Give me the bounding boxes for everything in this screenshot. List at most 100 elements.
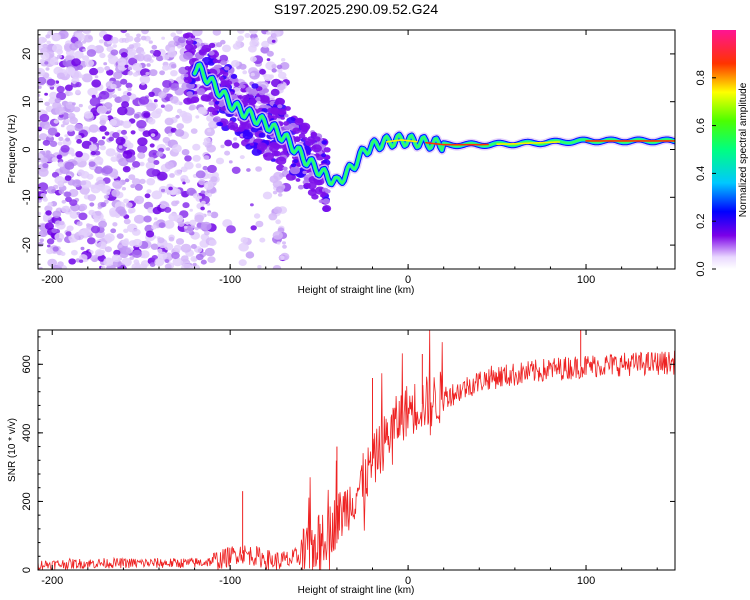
spectrogram-cluster-blob xyxy=(322,205,332,212)
spectrogram-noise-blob xyxy=(131,178,141,186)
spectrogram-noise-blob xyxy=(132,72,139,77)
spectrogram-noise-blob xyxy=(97,139,105,146)
spectrogram-cluster-blob xyxy=(249,142,255,146)
spectrogram-noise-blob xyxy=(148,128,159,138)
spectrogram-cluster-blob xyxy=(247,98,257,106)
spectrogram-noise-blob xyxy=(82,30,92,35)
spectrogram-xtick-label: -100 xyxy=(219,274,241,286)
spectrogram-noise-blob xyxy=(99,52,106,59)
spectrogram-noise-blob xyxy=(232,43,241,50)
spectrogram-cluster-blob xyxy=(233,82,240,87)
spectrogram-noise-blob xyxy=(132,161,141,168)
spectrogram-noise-blob xyxy=(182,181,186,185)
spectrogram-noise-blob xyxy=(42,43,49,49)
spectrogram-noise-blob xyxy=(38,182,49,191)
spectrogram-noise-blob xyxy=(80,246,85,251)
spectrogram-cluster-blob xyxy=(208,50,215,56)
spectrogram-cluster-blob xyxy=(324,155,331,160)
spectrogram-noise-blob xyxy=(183,225,188,229)
spectrogram-noise-blob xyxy=(44,92,48,96)
spectrogram-noise-blob xyxy=(90,184,101,194)
spectrogram-cluster-blob xyxy=(307,182,317,190)
spectrogram-noise-blob xyxy=(153,160,160,165)
spectrogram-noise-blob xyxy=(168,40,177,48)
spectrogram-noise-blob xyxy=(146,189,152,194)
spectrogram-noise-blob xyxy=(121,239,130,247)
spectrogram-noise-blob xyxy=(124,64,129,69)
spectrogram-noise-blob xyxy=(116,233,124,240)
spectrogram-cluster-blob xyxy=(245,87,252,92)
spectrogram-noise-blob xyxy=(132,238,143,248)
spectrogram-noise-blob xyxy=(263,74,273,82)
spectrogram-noise-blob xyxy=(110,83,117,90)
spectrogram-noise-blob xyxy=(212,30,221,36)
spectrogram-noise-blob xyxy=(84,59,95,68)
spectrogram-noise-blob xyxy=(74,40,83,49)
spectrogram-noise-blob xyxy=(125,202,133,209)
spectrogram-noise-blob xyxy=(168,186,173,191)
spectrogram-noise-blob xyxy=(127,70,133,76)
spectrogram-noise-blob xyxy=(266,31,271,35)
spectrogram-noise-blob xyxy=(270,30,281,38)
spectrogram-noise-blob xyxy=(266,50,274,57)
spectrogram-noise-blob xyxy=(90,151,96,156)
spectrogram-noise-blob xyxy=(171,251,180,260)
spectrogram-noise-blob xyxy=(138,96,150,105)
snr-xlabel: Height of straight line (km) xyxy=(298,585,415,596)
spectrogram-noise-blob xyxy=(182,202,190,209)
spectrogram-noise-blob xyxy=(146,63,151,67)
spectrogram-noise-blob xyxy=(238,242,249,252)
spectrogram-cluster-blob xyxy=(241,94,250,101)
spectrogram-noise-blob xyxy=(66,225,74,232)
spectrogram-noise-blob xyxy=(204,247,215,257)
spectrogram-cluster-blob xyxy=(240,84,246,89)
spectrogram-noise-blob xyxy=(130,130,136,135)
spectrogram-noise-blob xyxy=(89,97,101,107)
spectrogram-noise-blob xyxy=(113,71,123,80)
spectrogram-noise-blob xyxy=(145,71,150,76)
spectrogram-noise-blob xyxy=(118,209,127,217)
spectrogram-noise-blob xyxy=(192,154,201,162)
spectrogram-noise-blob xyxy=(245,251,255,259)
spectrogram-noise-blob xyxy=(69,117,78,125)
spectrogram-noise-blob xyxy=(208,121,216,128)
spectrogram-noise-blob xyxy=(190,128,198,134)
spectrogram-noise-blob xyxy=(104,131,110,136)
spectrogram-noise-blob xyxy=(185,178,191,184)
spectrogram-noise-blob xyxy=(51,33,61,42)
spectrogram-noise-blob xyxy=(139,75,151,84)
spectrogram-cluster-blob xyxy=(183,97,193,105)
spectrogram-noise-blob xyxy=(44,124,51,130)
spectrogram-ytick-label: -10 xyxy=(21,189,33,205)
spectrogram-noise-blob xyxy=(160,188,166,193)
spectrogram-noise-blob xyxy=(164,117,174,126)
spectrogram-noise-blob xyxy=(88,161,96,168)
spectrogram-noise-blob xyxy=(228,160,233,164)
spectrogram-noise-blob xyxy=(114,213,121,218)
spectrogram-noise-blob xyxy=(120,52,128,58)
spectrogram-cluster-blob xyxy=(255,96,261,102)
spectrogram-noise-blob xyxy=(121,129,127,135)
spectrogram-noise-blob xyxy=(139,162,144,166)
spectrogram-cluster-blob xyxy=(213,116,222,123)
spectrogram-cluster-blob xyxy=(274,100,282,106)
spectrogram-noise-blob xyxy=(110,156,118,163)
spectrogram-cluster-blob xyxy=(297,184,304,190)
spectrogram-noise-blob xyxy=(89,67,99,76)
spectrogram-noise-blob xyxy=(46,248,54,255)
spectrogram-noise-blob xyxy=(132,249,142,258)
spectrogram-noise-blob xyxy=(151,44,158,50)
spectrogram-cluster-blob xyxy=(216,59,222,64)
spectrogram-noise-blob xyxy=(122,150,133,159)
spectrogram-noise-blob xyxy=(153,217,158,221)
spectrogram-cluster-blob xyxy=(220,80,228,87)
spectrogram-noise-blob xyxy=(52,246,59,252)
spectrogram-cluster-blob xyxy=(290,163,297,168)
spectrogram-cluster-blob xyxy=(260,95,270,103)
spectrogram-noise-blob xyxy=(118,37,126,44)
spectrogram-noise-blob xyxy=(96,243,101,248)
spectrogram-noise-blob xyxy=(60,124,65,128)
spectrogram-noise-blob xyxy=(164,259,170,263)
spectrogram-cluster-blob xyxy=(313,136,321,142)
spectrogram-cluster-blob xyxy=(320,193,325,198)
